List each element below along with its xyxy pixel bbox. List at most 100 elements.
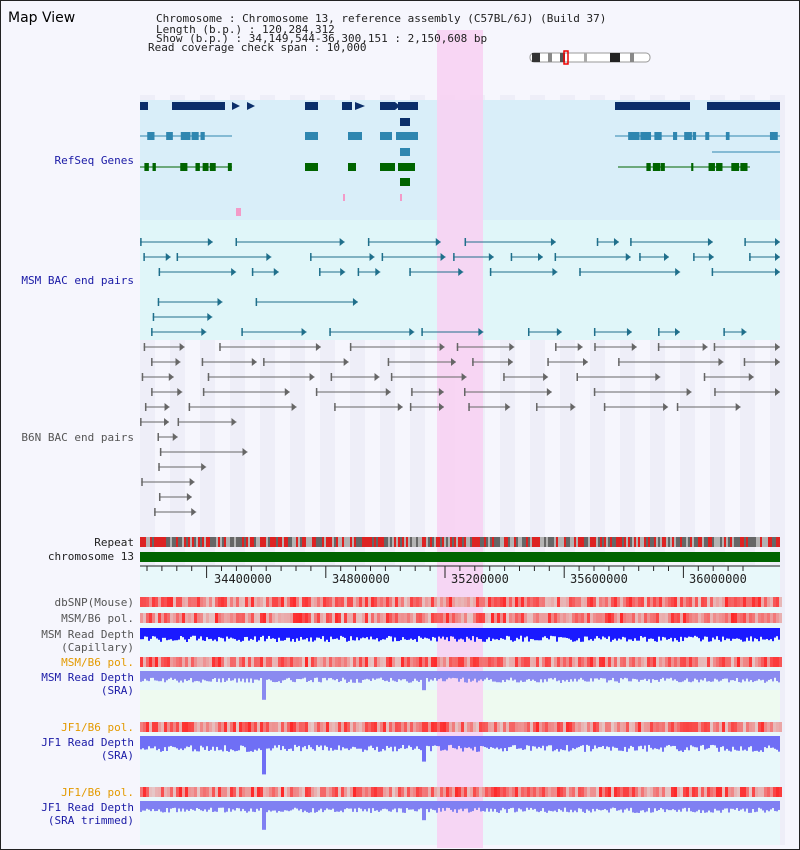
polymorphism-cell	[311, 722, 314, 732]
polymorphism-cell	[653, 722, 656, 732]
bac-end-arrow	[201, 328, 207, 336]
read-depth-bar	[362, 736, 364, 752]
polymorphism-cell	[293, 657, 296, 667]
polymorphism-cell	[737, 657, 740, 667]
polymorphism-cell	[407, 613, 410, 623]
repeat-element	[734, 537, 736, 547]
polymorphism-cell	[365, 613, 368, 623]
read-depth-bar	[360, 628, 362, 639]
polymorphism-cell	[335, 613, 338, 623]
track-label-msm-depth-sra[interactable]: MSM Read Depth	[41, 671, 134, 684]
repeat-element	[336, 537, 338, 547]
polymorphism-cell	[581, 613, 584, 623]
read-depth-bar	[182, 736, 184, 751]
repeat-element	[392, 537, 394, 547]
repeat-element	[230, 537, 232, 547]
read-depth-bar	[512, 736, 514, 746]
repeat-element	[280, 537, 282, 547]
read-depth-bar	[344, 671, 346, 680]
track-label-msm-bac[interactable]: MSM BAC end pairs	[21, 274, 134, 287]
read-depth-bar	[374, 671, 376, 680]
polymorphism-cell	[707, 722, 710, 732]
polymorphism-cell	[692, 657, 695, 667]
read-depth-bar	[548, 628, 550, 640]
polymorphism-cell	[350, 722, 353, 732]
read-depth-bar	[474, 736, 476, 747]
track-label-jf1-b6-pol[interactable]: JF1/B6 pol.	[61, 721, 134, 734]
read-depth-bar	[636, 671, 638, 680]
read-depth-bar	[176, 628, 178, 641]
read-depth-bar	[694, 671, 696, 679]
repeat-element	[778, 537, 780, 547]
bac-end-mark	[593, 388, 596, 396]
polymorphism-cell	[656, 613, 659, 623]
read-depth-bar	[622, 628, 624, 637]
refseq-gene-block	[380, 132, 392, 140]
bac-end-arrow	[577, 343, 583, 351]
read-depth-bar	[234, 671, 236, 679]
polymorphism-cell	[284, 597, 287, 607]
polymorphism-cell	[767, 597, 770, 607]
read-depth-bar	[544, 801, 546, 812]
track-label-refseq[interactable]: RefSeq Genes	[54, 154, 134, 167]
read-depth-bar	[740, 801, 742, 810]
read-depth-bar	[742, 801, 744, 809]
read-depth-bar	[586, 801, 588, 810]
polymorphism-cell	[239, 787, 242, 797]
polymorphism-cell	[596, 787, 599, 797]
polymorphism-cell	[749, 787, 752, 797]
read-depth-bar	[328, 736, 330, 751]
gene-exon	[191, 132, 197, 140]
polymorphism-cell	[386, 597, 389, 607]
read-depth-bar	[264, 801, 266, 830]
track-label-msm-b6-pol-2[interactable]: MSM/B6 pol.	[61, 656, 134, 669]
track-label-jf1-depth-sra-sub: (SRA)	[100, 749, 134, 762]
repeat-element	[716, 537, 718, 547]
repeat-element	[670, 537, 672, 547]
polymorphism-cell	[383, 657, 386, 667]
polymorphism-cell	[200, 722, 203, 732]
read-depth-bar	[594, 628, 596, 639]
polymorphism-cell	[146, 597, 149, 607]
track-label-msm-b6-pol[interactable]: MSM/B6 pol.	[61, 612, 134, 625]
read-depth-bar	[696, 736, 698, 748]
repeat-element	[688, 537, 690, 547]
track-label-jf1-b6-pol-2[interactable]: JF1/B6 pol.	[61, 786, 134, 799]
track-label-dbsnp[interactable]: dbSNP(Mouse)	[54, 596, 134, 609]
repeat-element	[442, 537, 444, 547]
gene-exon	[731, 163, 740, 171]
read-depth-bar	[684, 628, 686, 638]
read-depth-bar	[352, 736, 354, 747]
repeat-element	[560, 537, 562, 547]
read-depth-bar	[150, 628, 152, 639]
read-depth-bar	[592, 736, 594, 750]
track-label-msm-depth-capillary[interactable]: MSM Read Depth	[41, 628, 134, 641]
polymorphism-cell	[755, 657, 758, 667]
polymorphism-cell	[251, 597, 254, 607]
polymorphism-cell	[608, 657, 611, 667]
read-depth-bar	[752, 736, 754, 752]
repeat-element	[190, 537, 192, 547]
polymorphism-cell	[242, 787, 245, 797]
read-depth-bar	[438, 628, 440, 637]
polymorphism-cell	[548, 787, 551, 797]
polymorphism-cell	[254, 787, 257, 797]
read-depth-bar	[540, 801, 542, 811]
read-depth-bar	[354, 801, 356, 809]
polymorphism-cell	[701, 722, 704, 732]
polymorphism-cell	[683, 657, 686, 667]
polymorphism-cell	[545, 613, 548, 623]
read-depth-bar	[420, 628, 422, 638]
polymorphism-cell	[251, 657, 254, 667]
track-label-jf1-depth-trimmed[interactable]: JF1 Read Depth	[41, 801, 134, 814]
track-label-b6n-bac[interactable]: B6N BAC end pairs	[21, 431, 134, 444]
polymorphism-cell	[143, 597, 146, 607]
read-depth-bar	[362, 628, 364, 638]
polymorphism-cell	[473, 597, 476, 607]
read-depth-bar	[214, 736, 216, 751]
track-label-jf1-depth-sra[interactable]: JF1 Read Depth	[41, 736, 134, 749]
polymorphism-cell	[260, 787, 263, 797]
ideogram-band	[630, 53, 634, 62]
polymorphism-cell	[497, 597, 500, 607]
